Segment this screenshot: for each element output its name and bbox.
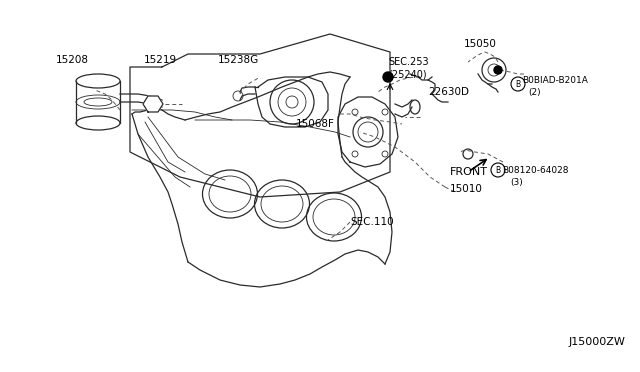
Text: 15208: 15208 <box>56 55 88 65</box>
Text: FRONT: FRONT <box>450 167 488 177</box>
Text: B0BIAD-B201A: B0BIAD-B201A <box>522 76 588 84</box>
Text: B: B <box>495 166 500 174</box>
Text: J15000ZW: J15000ZW <box>568 337 625 347</box>
Text: 22630D: 22630D <box>428 87 469 97</box>
Text: B08120-64028: B08120-64028 <box>502 166 568 174</box>
Text: B: B <box>515 80 520 89</box>
Text: SEC.253: SEC.253 <box>388 57 429 67</box>
Text: 15010: 15010 <box>450 184 483 194</box>
Polygon shape <box>143 96 163 112</box>
Circle shape <box>494 66 502 74</box>
Text: 15068F: 15068F <box>296 119 335 129</box>
Text: (3): (3) <box>510 177 523 186</box>
Text: 15050: 15050 <box>463 39 497 49</box>
Text: SEC.110: SEC.110 <box>350 217 394 227</box>
Text: (2): (2) <box>528 87 541 96</box>
Circle shape <box>383 72 393 82</box>
Text: 15238G: 15238G <box>218 55 259 65</box>
Text: 15219: 15219 <box>143 55 177 65</box>
Text: (25240): (25240) <box>388 69 427 79</box>
